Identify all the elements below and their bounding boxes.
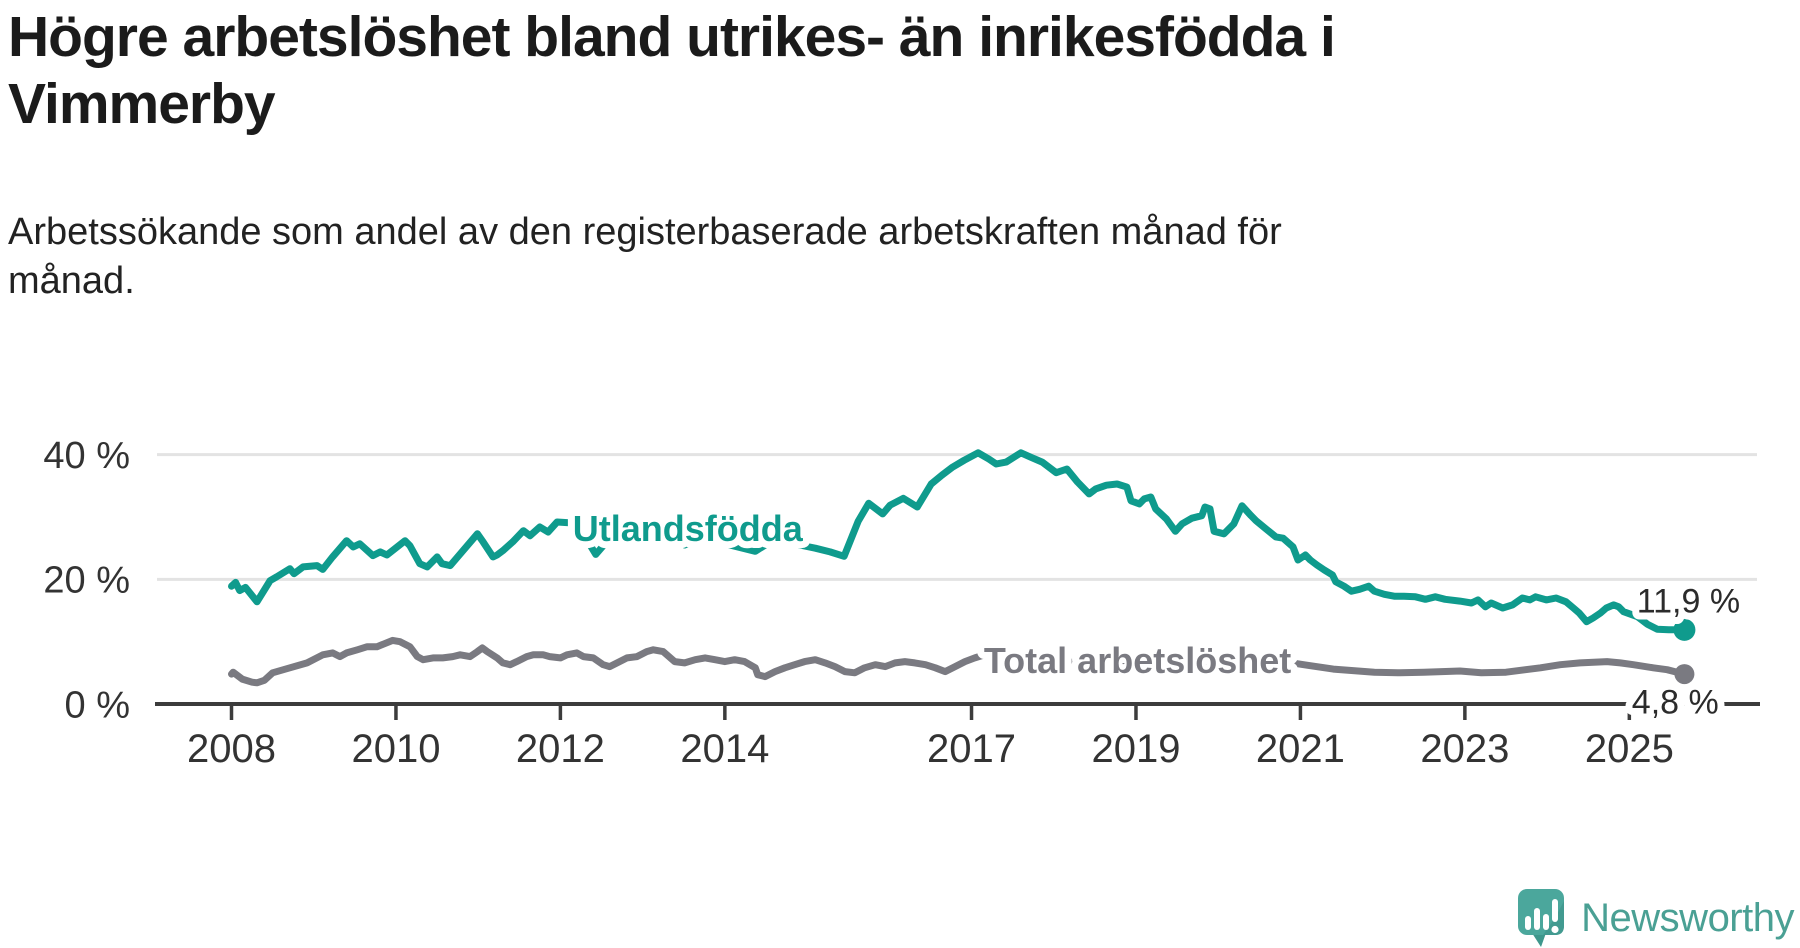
end-value-label-total: 4,8 %: [1632, 684, 1719, 722]
x-axis: 2008 2010 2012 2014 2017 2019 2021 2023 2025: [155, 702, 1760, 771]
x-tick-label-2017: 2017: [927, 727, 1016, 771]
y-tick-label-0: 0 %: [65, 684, 130, 726]
x-tick-label-2008: 2008: [187, 727, 276, 771]
newsworthy-logo-text: Newsworthy: [1581, 896, 1794, 940]
x-tick-label-2012: 2012: [516, 727, 605, 771]
series-end-dot-total: [1674, 664, 1695, 685]
chart-labels: Utlandsfödda 11,9 % Total arbetslöshet 4,8 …: [566, 501, 1747, 729]
chart-subtitle: Arbetssökande som andel av den registerb…: [8, 211, 1282, 303]
page-title: Högre arbetslöshet bland utrikes- än inr…: [8, 5, 1336, 137]
series-end-dot-utlandsfodda: [1673, 618, 1696, 641]
x-tick-label-2014: 2014: [680, 727, 769, 771]
x-tick-label-2021: 2021: [1256, 727, 1345, 771]
series-line-utlandsfodda: [228, 449, 1688, 634]
series-lines: [228, 449, 1696, 687]
x-tick-label-2019: 2019: [1091, 727, 1180, 771]
end-value-label-utlandsfodda: 11,9 %: [1637, 582, 1740, 620]
series-line-total: [228, 636, 1688, 687]
series-label-total: Total arbetslöshet: [984, 640, 1291, 681]
newsworthy-logo-icon: [1518, 889, 1565, 947]
series-label-utlandsfodda: Utlandsfödda: [573, 508, 804, 549]
y-tick-label-40: 40 %: [43, 435, 130, 477]
x-tick-label-2023: 2023: [1420, 727, 1509, 771]
x-tick-label-2025: 2025: [1585, 727, 1674, 771]
newsworthy-logo: Newsworthy: [1517, 888, 1794, 948]
y-tick-label-20: 20 %: [43, 560, 130, 602]
gridlines: 0 % 20 % 40 %: [43, 435, 1757, 726]
x-tick-label-2010: 2010: [351, 727, 440, 771]
